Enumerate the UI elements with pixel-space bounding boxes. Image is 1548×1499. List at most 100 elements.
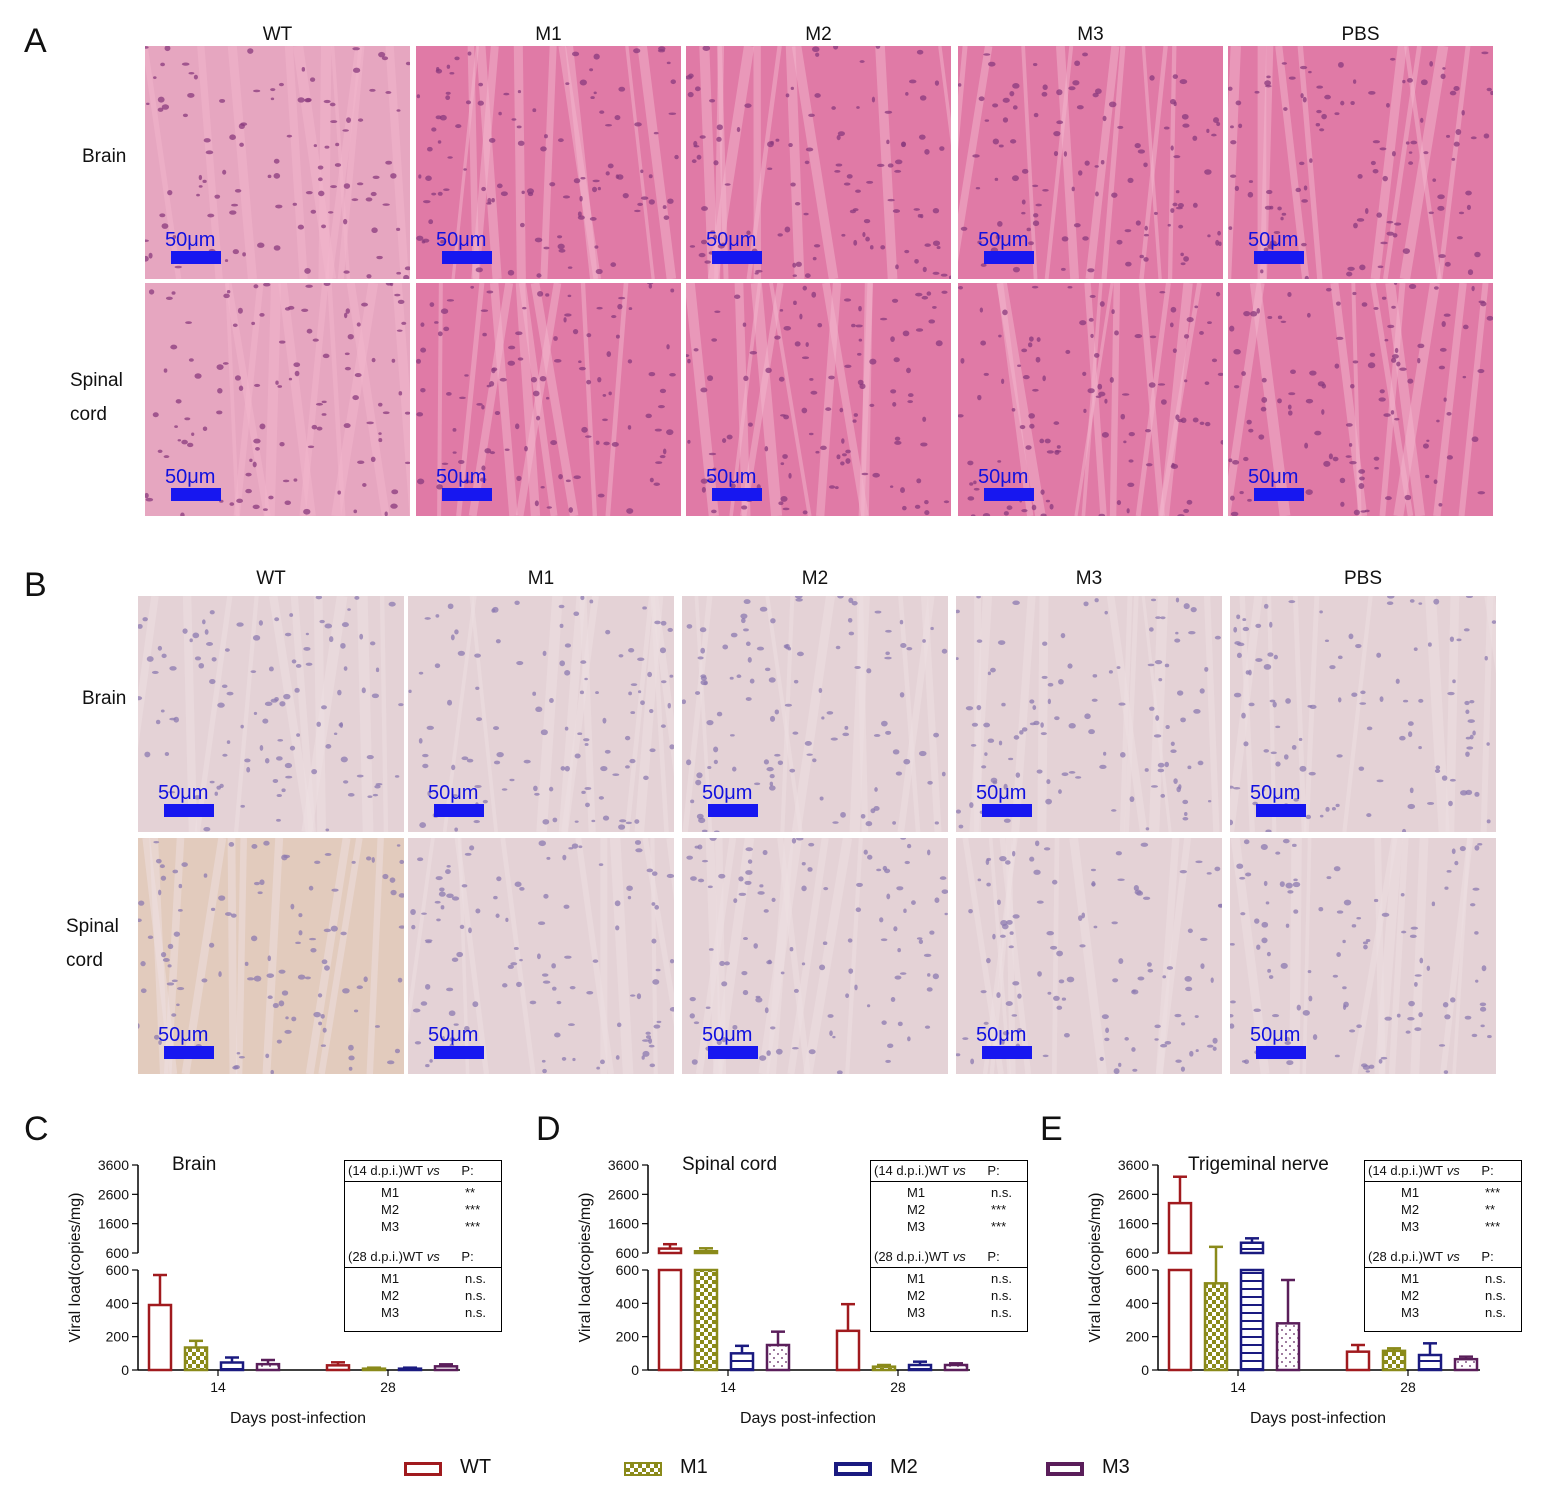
scale-bar-label: 50μm — [436, 229, 487, 251]
stats-header-vs: vs — [949, 1249, 966, 1264]
bar-wt-upper — [657, 1247, 683, 1255]
scale-bar-label: 50μm — [436, 466, 487, 488]
legend-swatch-m3 — [1046, 1462, 1084, 1476]
scale-bar-label: 50μm — [976, 782, 1027, 804]
legend-swatch-m2 — [834, 1462, 872, 1476]
scale-bar — [984, 251, 1034, 264]
stats-row-name: M2 — [1401, 1288, 1420, 1303]
scale-bar — [171, 251, 221, 264]
stats-row-name: M2 — [1401, 1202, 1420, 1217]
y-tick-label: 3600 — [1118, 1157, 1149, 1173]
stats-row-p: n.s. — [1485, 1271, 1506, 1286]
stats-row-p: *** — [1485, 1219, 1501, 1234]
y-tick-label: 3600 — [608, 1157, 639, 1173]
micrograph-m1-0: 50μm — [408, 596, 674, 832]
scale-bar-label: 50μm — [165, 229, 216, 251]
y-axis-label: Viral load(copies/mg) — [577, 1193, 594, 1343]
bar-m2-upper — [1239, 1241, 1265, 1255]
x-tick-label: 14 — [1230, 1379, 1246, 1395]
micrograph-image — [1230, 596, 1496, 832]
row-label-line: Brain — [82, 146, 127, 167]
micrograph-image — [958, 46, 1223, 279]
y-tick-label: 600 — [1126, 1245, 1150, 1261]
stats-row-name: M3 — [1401, 1305, 1420, 1320]
y-tick-label: 600 — [1126, 1262, 1150, 1278]
bar-m1 — [693, 1268, 719, 1372]
stats-rule — [345, 1267, 501, 1268]
bar-m1 — [1381, 1349, 1407, 1372]
micrograph-image — [416, 283, 681, 516]
row-label-1: Spinal cord — [66, 910, 119, 978]
bar-wt — [657, 1268, 683, 1372]
panel-letter-a: A — [24, 22, 47, 60]
micrograph-pbs-1: 50μm — [1230, 838, 1496, 1074]
scale-bar — [164, 804, 214, 817]
micrograph-image — [686, 283, 951, 516]
micrograph-image — [1228, 46, 1493, 279]
stats-header: (14 d.p.i.)WT vs P: — [1368, 1163, 1494, 1178]
micrograph-image — [408, 838, 674, 1074]
scale-bar — [171, 488, 221, 501]
y-axis-label: Viral load(copies/mg) — [67, 1193, 84, 1343]
scale-bar-label: 50μm — [1248, 229, 1299, 251]
stats-row-p: *** — [991, 1219, 1007, 1234]
legend-swatch-wt — [404, 1462, 442, 1476]
scale-bar — [1256, 1046, 1306, 1059]
y-tick-label: 600 — [616, 1262, 640, 1278]
micrograph-image — [145, 283, 410, 516]
bar-m2 — [1239, 1268, 1265, 1372]
column-label-m3: M3 — [1077, 24, 1104, 45]
stats-row-name: M1 — [381, 1185, 400, 1200]
scale-bar-label: 50μm — [978, 229, 1029, 251]
stats-row-name: M3 — [907, 1305, 926, 1320]
column-label-m1: M1 — [527, 568, 555, 589]
stats-rule — [871, 1267, 1027, 1268]
bar-wt — [1167, 1268, 1193, 1372]
y-tick-label: 0 — [1141, 1362, 1149, 1378]
scale-bar-label: 50μm — [702, 782, 753, 804]
row-label-line: cord — [66, 950, 103, 971]
micrograph-image — [138, 596, 404, 832]
scale-bar — [434, 1046, 484, 1059]
stats-row-name: M3 — [907, 1219, 926, 1234]
stats-rule — [871, 1181, 1027, 1182]
micrograph-m2-0: 50μm — [682, 596, 948, 832]
stats-header: (28 d.p.i.)WT vs P: — [874, 1249, 1000, 1264]
stats-row-name: M2 — [381, 1288, 400, 1303]
micrograph-image — [1230, 838, 1496, 1074]
stats-header: (28 d.p.i.)WT vs P: — [1368, 1249, 1494, 1264]
scale-bar — [1254, 488, 1304, 501]
bar-m3 — [255, 1362, 281, 1372]
micrograph-m3-1: 50μm — [958, 283, 1223, 516]
stats-header-vs: vs — [1443, 1249, 1460, 1264]
stats-row-p: ** — [465, 1185, 476, 1200]
y-tick-label: 400 — [616, 1295, 640, 1311]
row-label-line: cord — [70, 404, 107, 425]
stats-header-group: (14 d.p.i.)WT — [348, 1163, 424, 1178]
scale-bar — [1256, 804, 1306, 817]
scale-bar-label: 50μm — [1250, 782, 1301, 804]
micrograph-m1-1: 50μm — [408, 838, 674, 1074]
scale-bar-label: 50μm — [976, 1024, 1027, 1046]
stats-row-p: n.s. — [991, 1271, 1012, 1286]
column-label-m3: M3 — [1075, 568, 1103, 589]
column-label-pbs: PBS — [1341, 24, 1380, 45]
stats-header-vs: vs — [1443, 1163, 1460, 1178]
stats-row-p: *** — [991, 1202, 1007, 1217]
scale-bar — [434, 804, 484, 817]
column-label-wt: WT — [256, 568, 286, 589]
bar-m1 — [1203, 1282, 1229, 1372]
bar-m3 — [765, 1343, 791, 1372]
y-tick-label: 200 — [616, 1329, 640, 1345]
micrograph-image — [956, 838, 1222, 1074]
scale-bar — [1254, 251, 1304, 264]
stats-row-name: M1 — [381, 1271, 400, 1286]
legend-label-wt: WT — [460, 1456, 492, 1478]
stats-row-name: M1 — [1401, 1185, 1420, 1200]
stats-row-p: n.s. — [991, 1305, 1012, 1320]
scale-bar — [984, 488, 1034, 501]
x-axis-label: Days post-infection — [740, 1410, 876, 1427]
x-axis-label: Days post-infection — [1250, 1410, 1386, 1427]
stats-row-name: M3 — [1401, 1219, 1420, 1234]
